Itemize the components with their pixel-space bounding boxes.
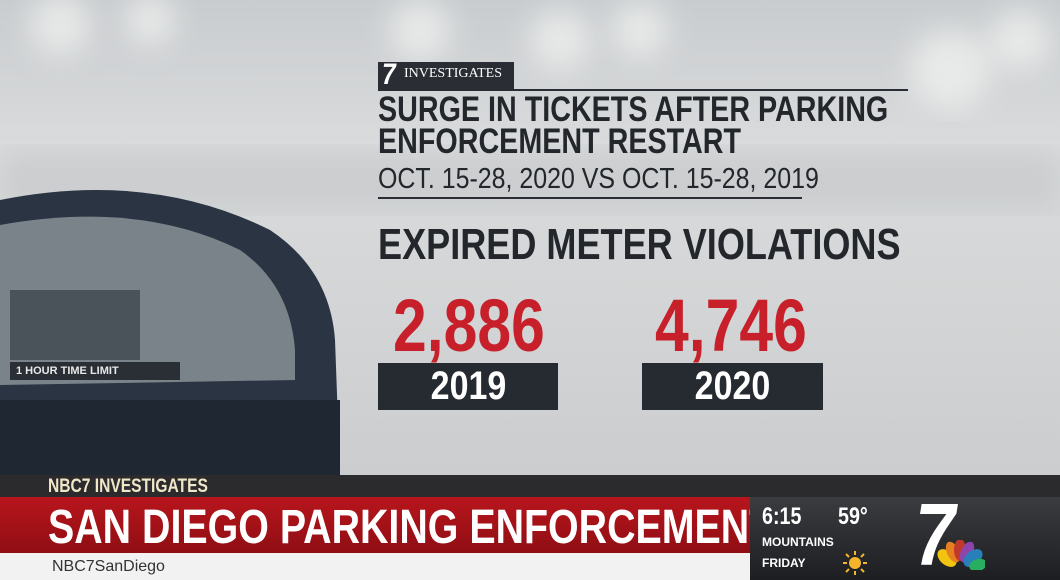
tag-bar [0,475,1060,497]
title-line: SURGE IN TICKETS AFTER PARKING [378,90,889,129]
meter-label: 1 HOUR TIME LIMIT [16,365,119,377]
social-handle: NBC7SanDiego [52,558,165,575]
headline-bar [0,497,750,553]
background [0,0,1060,475]
badge-logo: 7 [382,58,396,91]
social-bar [0,553,750,580]
subtitle: OCT. 15-28, 2020 VS OCT. 15-28, 2019 [378,163,819,195]
tag: NBC7 INVESTIGATES [48,476,208,497]
stat-value: 2,886 [393,284,545,367]
badge-text: INVESTIGATES [404,66,502,81]
headline: SAN DIEGO PARKING ENFORCEMENT [48,501,774,554]
rule [378,197,802,199]
heading: EXPIRED METER VIOLATIONS [378,220,901,269]
badge [378,62,514,89]
stat-value: 4,746 [655,284,807,367]
stat-year: 2019 [430,364,506,408]
title-line: ENFORCEMENT RESTART [378,122,742,161]
location: MOUNTAINS [762,535,834,549]
day: FRIDAY [762,556,806,570]
year-box: 2020 [642,363,823,410]
temperature: 59° [838,503,868,530]
stat-year: 2020 [694,364,771,408]
info-panel [750,497,1060,580]
year-box: 2019 [378,363,558,410]
rule [378,89,908,91]
time: 6:15 [762,503,802,530]
sun-icon [843,551,867,575]
peacock [937,540,985,570]
